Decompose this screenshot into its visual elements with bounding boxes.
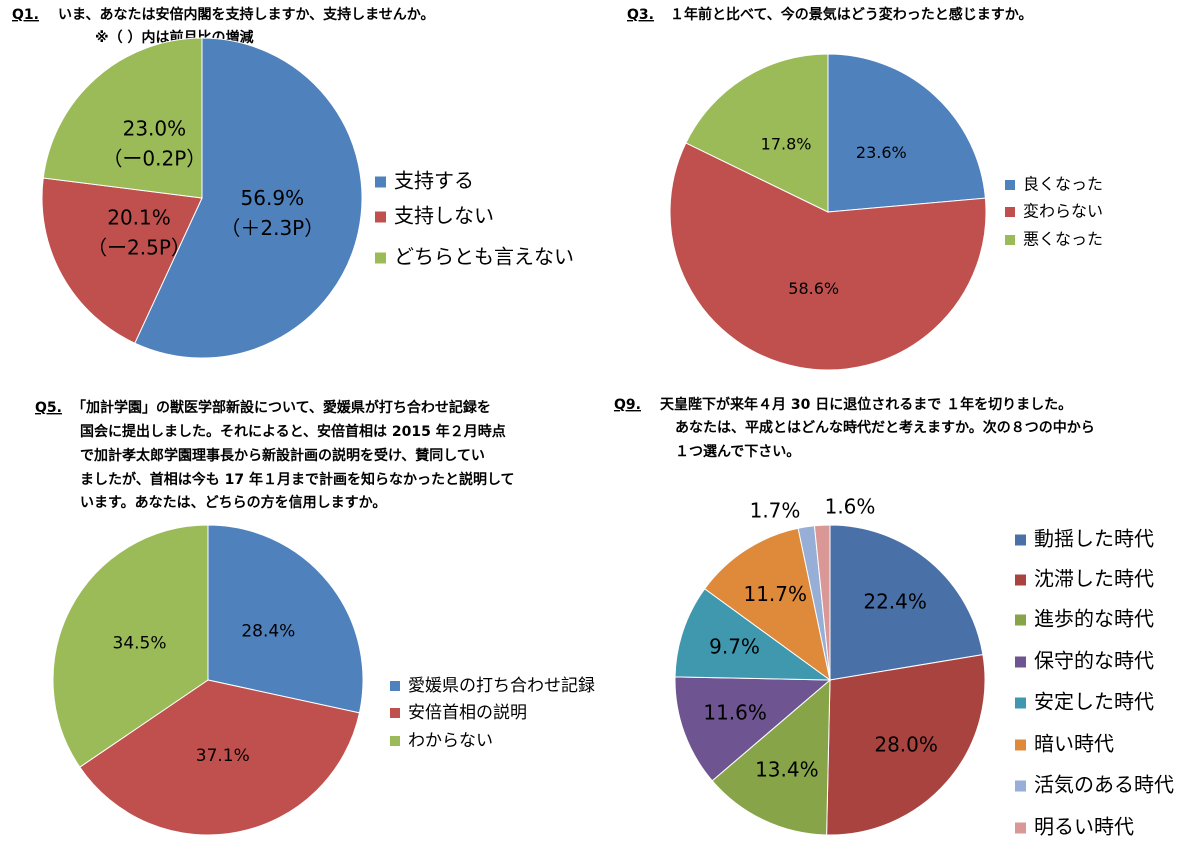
value-label: 22.4% <box>863 590 927 614</box>
legend-label: 良くなった <box>1023 175 1103 194</box>
legend-label: 保守的な時代 <box>1034 649 1154 673</box>
value-label: 11.7% <box>743 582 807 606</box>
legend-label: 進歩的な時代 <box>1034 607 1154 631</box>
pie-slice <box>826 654 986 836</box>
legend-swatch <box>1015 822 1026 834</box>
value-label: 23.6% <box>856 143 907 162</box>
legend-swatch <box>375 252 386 264</box>
value-label: 56.9% <box>241 186 305 210</box>
question-text: いま、あなたは安倍内閣を支持しますか、支持しませんか。 <box>58 6 434 23</box>
pie-slice <box>829 524 984 681</box>
question-text: 国会に提出しました。それによると、安倍首相は 2015 年２月時点 <box>80 423 506 440</box>
change-label: （ー0.2P） <box>102 146 206 170</box>
value-label: 23.0% <box>123 116 187 140</box>
question-text: ましたが、首相は今も 17 年１月まで計画を知らなかったと説明して <box>80 471 515 488</box>
pie-slice <box>52 524 209 768</box>
legend-label: 悪くなった <box>1023 230 1103 249</box>
value-label: 37.1% <box>196 746 250 766</box>
question-text: 天皇陛下が来年４月 30 日に退位されるまで １年を切りました。 <box>660 396 1072 413</box>
legend-swatch <box>1005 180 1015 190</box>
value-label: 58.6% <box>788 279 839 298</box>
value-label: 28.0% <box>874 732 938 756</box>
question-text: １つ選んで下さい。 <box>675 444 800 460</box>
legend-swatch <box>1015 697 1026 709</box>
change-label: （ー2.5P） <box>87 235 191 259</box>
legend-swatch <box>375 211 386 223</box>
value-label: 1.7% <box>750 499 801 523</box>
question-text: います。あなたは、どちらの方を信用しますか。 <box>80 494 386 511</box>
legend-swatch <box>1015 780 1026 792</box>
legend-label: 動揺した時代 <box>1034 527 1154 551</box>
legend-label: 愛媛県の打ち合わせ記録 <box>408 676 595 696</box>
legend-label: 沈滞した時代 <box>1034 567 1154 591</box>
pie-slice <box>41 177 203 344</box>
pie-slice <box>134 37 363 359</box>
question-number: Q3. <box>627 7 654 23</box>
legend-swatch <box>1015 739 1026 751</box>
legend-swatch <box>1015 574 1026 586</box>
pie-slice <box>827 53 986 213</box>
value-label: 17.8% <box>761 135 812 154</box>
question-text: で加計孝太郎学園理事長から新設計画の説明を受け、賛同してい <box>80 447 485 464</box>
legend-swatch <box>390 736 400 746</box>
legend-label: 支持しない <box>394 204 494 228</box>
legend-swatch <box>1015 614 1026 626</box>
value-label: 13.4% <box>755 758 819 782</box>
legend-label: 活気のある時代 <box>1034 773 1174 797</box>
pie-slice <box>711 678 831 836</box>
legend-swatch <box>390 681 400 691</box>
value-label: 1.6% <box>825 495 876 519</box>
pie-slice <box>207 524 364 714</box>
legend-label: わからない <box>408 731 493 751</box>
question-text: １年前と比べて、今の景気はどう変わったと感じますか。 <box>670 6 1032 23</box>
pie-slice <box>669 142 987 371</box>
legend-label: 明るい時代 <box>1034 815 1134 839</box>
pie-slice <box>42 37 203 199</box>
pie-slice <box>685 53 829 213</box>
value-label: 9.7% <box>709 634 760 658</box>
legend-swatch <box>1005 235 1015 245</box>
pie-slice <box>79 679 361 836</box>
question-number: Q1. <box>12 7 39 23</box>
question-text: あなたは、平成とはどんな時代だと考えますか。次の８つの中から <box>675 419 1095 436</box>
legend-label: どちらとも言えない <box>394 245 574 269</box>
legend-label: 暗い時代 <box>1034 732 1114 756</box>
value-label: 11.6% <box>703 700 767 724</box>
legend-swatch <box>375 176 386 188</box>
legend-swatch <box>1015 656 1026 668</box>
pie-slice <box>813 524 831 681</box>
value-label: 28.4% <box>241 621 295 641</box>
legend-label: 安定した時代 <box>1034 690 1154 714</box>
question-text: 「加計学園」の獣医学部新設について、愛媛県が打ち合わせ記録を <box>72 399 491 416</box>
pie-slice <box>674 676 832 782</box>
pie-slice <box>674 588 832 681</box>
change-label: （＋2.3P） <box>220 216 324 240</box>
question-number: Q9. <box>614 397 641 413</box>
pie-slice <box>703 527 831 682</box>
legend-swatch <box>1005 207 1015 217</box>
legend-label: 支持する <box>394 169 474 193</box>
value-label: 34.5% <box>113 634 167 654</box>
legend-label: 変わらない <box>1023 202 1103 221</box>
legend-swatch <box>1015 534 1026 546</box>
legend-swatch <box>390 708 400 718</box>
legend-label: 安倍首相の説明 <box>408 703 527 723</box>
question-number: Q5. <box>35 400 62 416</box>
value-label: 20.1% <box>107 205 171 229</box>
